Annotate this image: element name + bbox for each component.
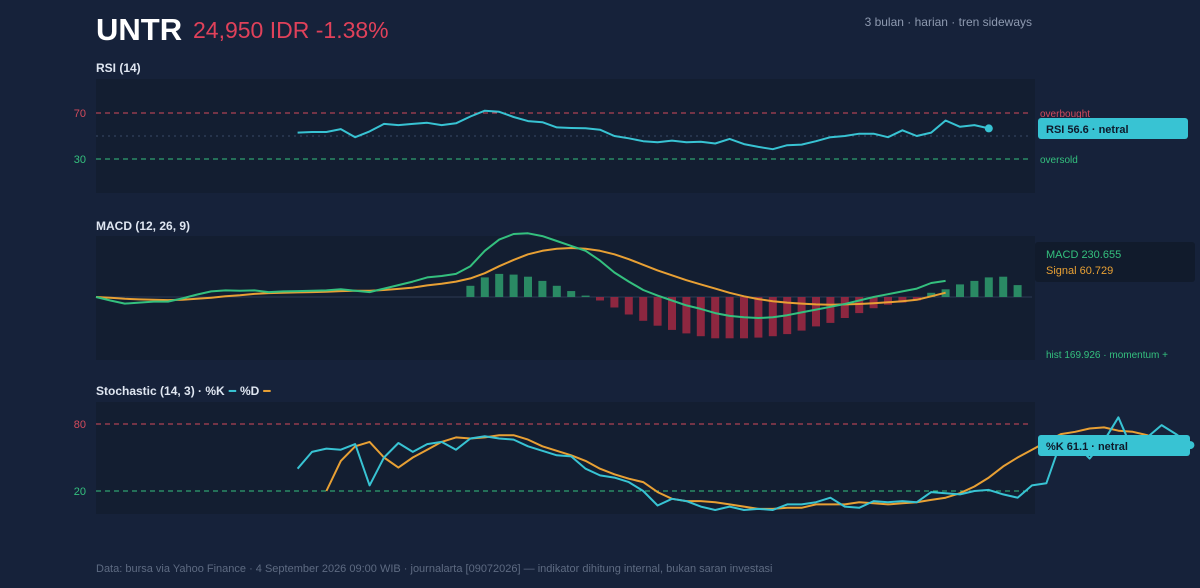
macd-hist-bar — [797, 297, 806, 331]
macd-signal-line — [95, 247, 946, 306]
macd-hist-bar — [610, 297, 619, 308]
rsi-ref-label: overbought — [1040, 109, 1090, 120]
macd-hist-bar — [624, 297, 633, 315]
macd-hist-bar — [1013, 285, 1022, 297]
macd-hist-bar — [509, 274, 518, 297]
ticker-title: UNTR — [96, 12, 183, 47]
macd-hist-bar — [711, 297, 720, 339]
rsi-line — [297, 109, 990, 151]
macd-hist-bar — [812, 297, 820, 327]
rsi-tick-label: 70 — [74, 108, 86, 120]
stoch-value-label: %K 61.1 · netral — [1046, 441, 1128, 453]
rsi-ref-label: oversold — [1040, 155, 1078, 166]
macd-hist-bar — [999, 276, 1008, 297]
macd-hist-bar — [538, 280, 547, 297]
stoch-value-tag — [1038, 435, 1190, 456]
macd-hist-bar — [596, 297, 604, 301]
rsi-tick-label: 30 — [74, 154, 86, 166]
macd-hist-bar — [581, 295, 590, 297]
stoch-tick-label: 80 — [74, 419, 86, 431]
macd-hist-bar — [725, 297, 734, 339]
rsi-last-point — [984, 124, 993, 133]
macd-hist-bar — [552, 285, 561, 297]
macd-hist-bar — [696, 297, 705, 337]
macd-hist-bar — [682, 297, 691, 334]
macd-line — [95, 232, 946, 319]
macd-title: MACD (12, 26, 9) — [96, 219, 190, 233]
rsi-value-tag — [1038, 118, 1188, 139]
macd-hist-note: hist 169.926 · momentum + — [1046, 350, 1168, 361]
macd-hist-bar — [840, 297, 849, 318]
macd-hist-bar — [524, 276, 532, 297]
stoch-k-line — [296, 416, 1192, 511]
macd-hist-bar — [912, 297, 921, 301]
macd-hist-bar — [567, 291, 576, 297]
macd-hist-bar — [970, 280, 979, 297]
stoch-title: Stochastic (14, 3) · %K ━ %D ━ — [96, 384, 271, 398]
macd-hist-bar — [668, 297, 676, 330]
macd-legend-signal: Signal 60.729 — [1046, 265, 1113, 277]
macd-hist-bar — [984, 277, 993, 297]
stoch-d-legend: %D — [240, 384, 260, 398]
macd-hist-bar — [898, 297, 907, 303]
macd-legend-macd: MACD 230.655 — [1046, 249, 1121, 261]
macd-hist-bar — [480, 277, 489, 297]
macd-hist-bar — [826, 297, 835, 323]
chart-meta: 3 bulan · harian · tren sideways — [864, 15, 1032, 29]
rsi-value-label: RSI 56.6 · netral — [1046, 124, 1129, 136]
macd-hist-bar — [653, 297, 662, 326]
macd-panel — [96, 236, 1035, 360]
macd-hist-bar — [855, 297, 864, 314]
macd-hist-bar — [927, 292, 936, 297]
macd-hist-bar — [639, 297, 648, 321]
macd-hist-bar — [956, 284, 964, 297]
macd-hist-bar — [466, 285, 475, 297]
rsi-title: RSI (14) — [96, 61, 141, 75]
macd-hist-bar — [884, 297, 892, 305]
macd-legend-box — [1035, 242, 1195, 282]
stoch-d-line — [325, 426, 1163, 510]
footer-source: Data: bursa via Yahoo Finance · 4 Septem… — [96, 563, 773, 575]
stoch-tick-label: 20 — [74, 486, 86, 498]
macd-hist-bar — [495, 273, 504, 297]
stoch-panel — [96, 402, 1035, 514]
stoch-title-text: Stochastic (14, 3) · %K — [96, 384, 225, 398]
price-change: 24,950 IDR -1.38% — [193, 17, 389, 43]
